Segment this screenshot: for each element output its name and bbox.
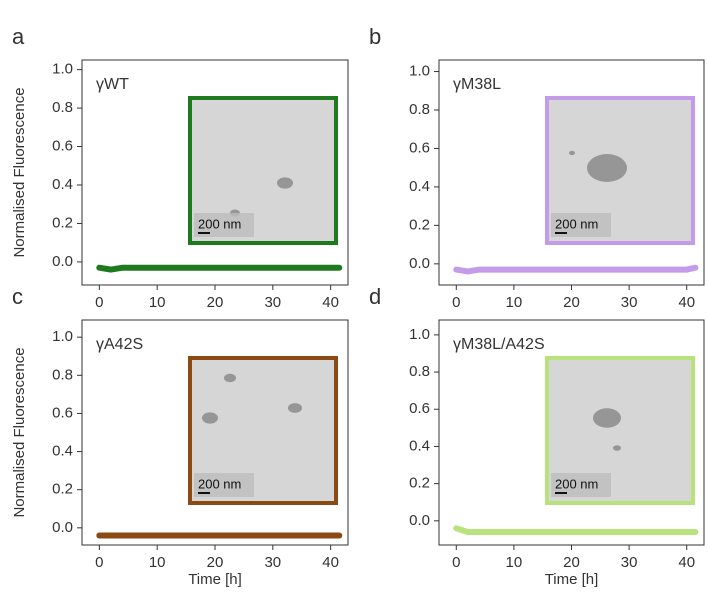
inset-feature (593, 408, 621, 428)
y-tick-label: 0.8 (409, 101, 430, 118)
y-tick-label: 1.0 (409, 326, 430, 343)
inset-feature (613, 445, 621, 451)
x-tick-label: 30 (264, 294, 281, 311)
y-tick-label: 0.2 (52, 214, 73, 231)
sample-label: γM38L/A42S (453, 336, 545, 353)
y-tick-label: 0.4 (52, 176, 73, 193)
y-tick-label: 0.0 (409, 512, 430, 529)
scale-label: 200 nm (198, 476, 241, 491)
x-tick-label: 20 (563, 554, 580, 571)
y-tick-label: 0.2 (409, 216, 430, 233)
y-tick-label: 0.8 (52, 366, 73, 383)
x-tick-label: 0 (452, 294, 460, 311)
y-tick-label: 0.4 (409, 178, 430, 195)
scale-label: 200 nm (555, 476, 598, 491)
y-tick-label: 0.0 (52, 253, 73, 270)
x-tick-label: 20 (207, 554, 224, 571)
y-axis-label: Normalised Fluorescence (11, 87, 28, 257)
y-tick-label: 1.0 (409, 63, 430, 80)
y-tick-label: 0.8 (409, 363, 430, 380)
x-tick-label: 0 (95, 294, 103, 311)
x-tick-label: 20 (563, 294, 580, 311)
x-axis-label: Time [h] (188, 571, 242, 588)
panel-letter: a (12, 24, 25, 49)
data-line (96, 264, 343, 273)
x-axis-label: Time [h] (545, 571, 599, 588)
y-tick-label: 0.2 (409, 475, 430, 492)
y-tick-label: 0.2 (52, 481, 73, 498)
x-tick-label: 10 (149, 554, 166, 571)
inset-feature (277, 177, 293, 189)
y-tick-label: 0.0 (52, 519, 73, 536)
inset-feature (288, 403, 302, 413)
y-tick-label: 0.0 (409, 255, 430, 272)
x-tick-label: 0 (452, 554, 460, 571)
y-tick-label: 0.6 (52, 404, 73, 421)
scale-label: 200 nm (198, 216, 241, 231)
x-tick-label: 40 (678, 294, 695, 311)
sample-label: γM38L (453, 76, 501, 93)
y-tick-label: 0.8 (52, 99, 73, 116)
x-tick-label: 30 (621, 294, 638, 311)
y-tick-label: 1.0 (52, 328, 73, 345)
y-tick-label: 0.6 (409, 400, 430, 417)
x-tick-label: 20 (207, 294, 224, 311)
y-tick-label: 0.6 (52, 138, 73, 155)
x-tick-label: 30 (621, 554, 638, 571)
x-tick-label: 30 (264, 554, 281, 571)
data-line (453, 525, 699, 535)
y-tick-label: 0.4 (409, 437, 430, 454)
sample-label: γA42S (96, 336, 143, 353)
x-tick-label: 10 (506, 554, 523, 571)
panel-letter: d (369, 284, 381, 309)
y-tick-label: 1.0 (52, 61, 73, 78)
y-tick-label: 0.4 (52, 443, 73, 460)
panel-letter: b (369, 24, 381, 49)
inset-feature (202, 412, 218, 424)
x-tick-label: 10 (506, 294, 523, 311)
x-tick-label: 40 (678, 554, 695, 571)
scale-label: 200 nm (555, 216, 598, 231)
sample-label: γWT (96, 76, 129, 93)
panel-letter: c (12, 284, 23, 309)
x-tick-label: 40 (322, 294, 339, 311)
x-tick-label: 40 (322, 554, 339, 571)
y-tick-label: 0.6 (409, 139, 430, 156)
data-line (453, 264, 699, 275)
y-axis-label: Normalised Fluorescence (11, 347, 28, 517)
x-tick-label: 10 (149, 294, 166, 311)
inset-feature (587, 154, 627, 182)
x-tick-label: 0 (95, 554, 103, 571)
inset-feature (224, 373, 236, 383)
inset-feature (569, 150, 575, 156)
